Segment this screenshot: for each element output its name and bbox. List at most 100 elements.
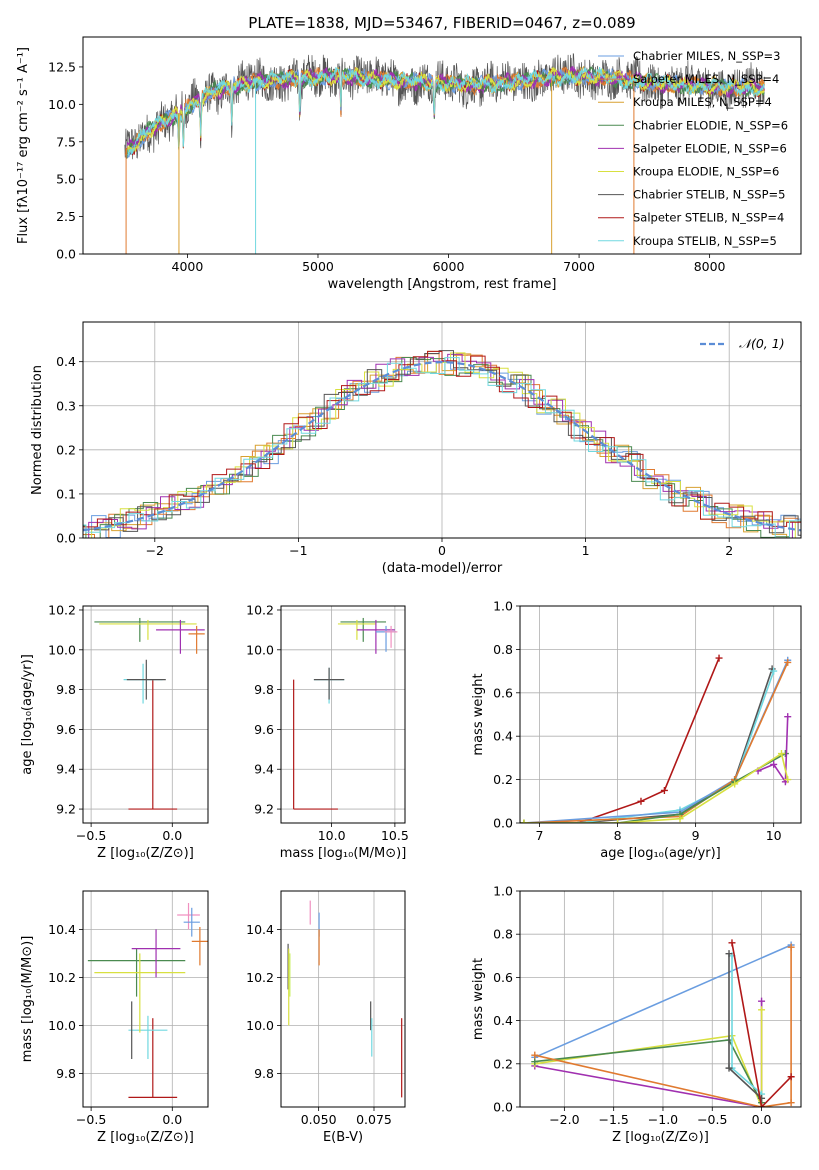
weight-point-marker xyxy=(520,819,528,823)
axes-frame xyxy=(519,890,802,1108)
plot-area xyxy=(531,939,795,1107)
x-axis-label: Z [log₁₀(Z/Z⊙)] xyxy=(97,1130,194,1145)
histogram-series xyxy=(83,353,801,538)
weight-point-marker xyxy=(787,1099,795,1107)
weight-series-line xyxy=(534,944,792,1059)
x-tick-label: −0.5 xyxy=(697,1112,727,1127)
axes-frame xyxy=(519,605,802,824)
weight-point-marker xyxy=(676,815,684,823)
x-tick-label: −1 xyxy=(289,543,307,558)
plot-area xyxy=(94,617,205,810)
weight-point-marker xyxy=(614,819,622,823)
y-tick-label: 0.6 xyxy=(493,970,513,985)
x-tick-label: −1.0 xyxy=(648,1112,678,1127)
axes-frame xyxy=(82,605,209,824)
weight-point-marker xyxy=(758,997,766,1005)
legend-label: Salpeter MILES, N_SSP=4 xyxy=(633,72,779,86)
legend-label: Chabrier STELIB, N_SSP=5 xyxy=(633,188,785,202)
legend-label: Chabrier ELODIE, N_SSP=6 xyxy=(633,118,788,132)
x-tick-label: 0.0 xyxy=(752,1112,772,1127)
y-tick-label: 9.2 xyxy=(56,802,76,817)
x-axis-label: (data-model)/error xyxy=(382,561,503,576)
y-tick-label: 12.5 xyxy=(48,59,76,74)
legend-label: Salpeter ELODIE, N_SSP=6 xyxy=(633,141,787,155)
y-tick-label: 9.2 xyxy=(254,802,274,817)
weight-series-line xyxy=(534,1001,763,1107)
x-tick-label: −2.0 xyxy=(549,1112,579,1127)
y-tick-label: 9.6 xyxy=(254,722,274,737)
legend-label: Kroupa STELIB, N_SSP=5 xyxy=(633,234,777,248)
legend-label: 𝒩(0, 1) xyxy=(739,336,785,351)
spectrum-series xyxy=(127,66,765,156)
y-tick-label: 10.2 xyxy=(48,602,76,617)
axes-frame xyxy=(82,36,802,255)
x-tick-label: 0 xyxy=(438,543,446,558)
weight-point-marker xyxy=(758,1094,766,1102)
x-tick-label: 7 xyxy=(536,828,544,843)
y-tick-label: 2.5 xyxy=(56,209,76,224)
x-axis-label: wavelength [Angstrom, rest frame] xyxy=(328,277,557,292)
weight-point-marker xyxy=(787,943,795,951)
x-tick-label: −1.5 xyxy=(598,1112,628,1127)
y-axis-label: age [log₁₀(age/yr)] xyxy=(20,654,35,775)
weight-series-line xyxy=(523,670,775,823)
weight-point-marker xyxy=(715,654,723,662)
weight-series-line xyxy=(731,942,792,1107)
x-tick-label: 6000 xyxy=(433,259,465,274)
mass-vs-ebv-panel: 0.050 0.075 9.8 10.0 10.2 10.4 E(B-V) xyxy=(246,890,406,1145)
weight-point-marker xyxy=(637,797,645,805)
weight-point-marker xyxy=(725,1064,733,1072)
plot-area xyxy=(293,617,398,810)
y-tick-label: 0.2 xyxy=(493,1056,513,1071)
y-tick-label: 10.0 xyxy=(48,97,76,112)
y-tick-label: 0.2 xyxy=(56,442,76,457)
x-tick-label: 0.075 xyxy=(356,1112,392,1127)
y-tick-label: 9.4 xyxy=(56,762,76,777)
y-axis-label: mass weight xyxy=(471,958,486,1040)
age-vs-metallicity-panel: −0.5 0.0 9.2 9.4 9.6 9.8 10.0 10.2 Z [log₁₀(Z/Z⊙… xyxy=(20,602,209,861)
x-tick-label: −0.5 xyxy=(76,1112,106,1127)
weight-point-marker xyxy=(758,1006,766,1014)
weight-point-marker xyxy=(770,760,778,768)
y-tick-label: 7.5 xyxy=(56,134,76,149)
weight-point-marker xyxy=(731,780,739,788)
histogram-series xyxy=(83,357,801,538)
y-tick-label: 9.8 xyxy=(254,1066,274,1081)
y-tick-label: 9.8 xyxy=(254,682,274,697)
x-axis-label: age [log₁₀(age/yr)] xyxy=(600,846,721,861)
y-tick-label: 0.1 xyxy=(56,486,76,501)
x-tick-label: 10.5 xyxy=(381,828,409,843)
y-tick-label: 0.0 xyxy=(493,1100,513,1115)
y-axis-label: mass [log₁₀(M/M⊙)] xyxy=(20,936,35,1063)
weight-series-line xyxy=(534,1009,763,1107)
weight-series-line xyxy=(523,752,789,823)
legend-label: Kroupa MILES, N_SSP=4 xyxy=(633,95,772,109)
x-axis-label: Z [log₁₀(Z/Z⊙)] xyxy=(612,1130,709,1145)
y-tick-label: 0.4 xyxy=(493,1013,513,1028)
weight-point-marker xyxy=(770,667,778,675)
y-tick-label: 1.0 xyxy=(493,884,513,899)
weight-series-line xyxy=(523,668,773,823)
weight-point-marker xyxy=(531,1058,539,1066)
axes-frame xyxy=(82,890,209,1108)
plot-area xyxy=(520,654,792,823)
gaussian-reference-line xyxy=(83,360,801,532)
spectrum-panel: 4000 5000 6000 7000 8000 0.0 2.5 5.0 7.5 10.0 12.5… xyxy=(16,14,802,292)
y-tick-label: 0.2 xyxy=(493,772,513,787)
y-tick-label: 1.0 xyxy=(493,599,513,614)
y-tick-label: 0.4 xyxy=(493,729,513,744)
x-tick-label: 0.0 xyxy=(162,828,182,843)
weight-point-marker xyxy=(758,1103,766,1107)
x-tick-label: 0.0 xyxy=(162,1112,182,1127)
weight-point-marker xyxy=(725,950,733,958)
legend-label: Salpeter STELIB, N_SSP=4 xyxy=(633,211,784,225)
y-tick-label: 0.0 xyxy=(493,816,513,831)
y-tick-label: 0.3 xyxy=(56,398,76,413)
histogram-series xyxy=(83,352,801,538)
x-axis-label: mass [log₁₀(M/M⊙)] xyxy=(280,846,407,861)
x-tick-label: −0.5 xyxy=(76,828,106,843)
y-tick-label: 5.0 xyxy=(56,172,76,187)
axes-frame xyxy=(280,890,406,1108)
x-tick-label: 5000 xyxy=(302,259,334,274)
